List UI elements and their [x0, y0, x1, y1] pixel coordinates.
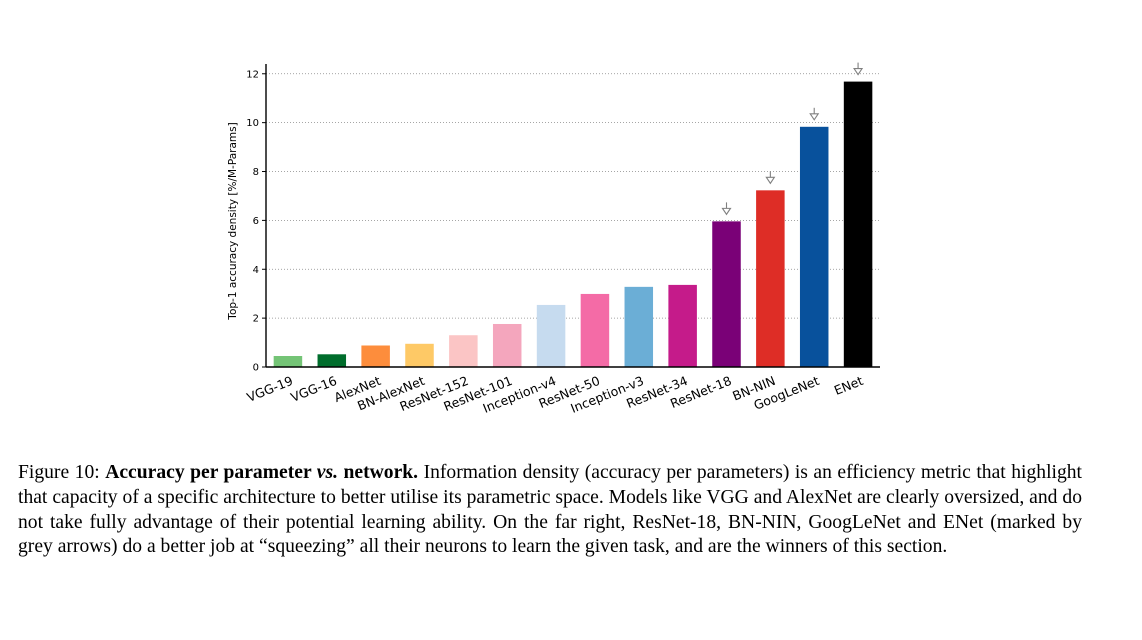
bars	[273, 81, 873, 367]
arrow-head	[765, 176, 776, 185]
bar-enet	[843, 81, 873, 367]
bar-vgg-19	[273, 356, 303, 367]
y-tick-label: 8	[253, 167, 259, 178]
bar-resnet-18	[712, 221, 741, 367]
bar-bn-nin	[756, 190, 785, 367]
bar-resnet-152	[449, 335, 478, 367]
y-tick-label: 4	[253, 265, 259, 276]
bar-resnet-34	[668, 284, 697, 367]
y-axis-label: Top-1 accuracy density [%/M-Params]	[227, 122, 239, 320]
arrow-head	[809, 113, 820, 121]
bar-googlenet	[799, 126, 829, 367]
y-tick-labels: 0 2 4 6 8 10 12	[246, 69, 259, 373]
y-tick-label: 0	[253, 363, 259, 374]
axes	[262, 64, 880, 368]
grid-lines	[266, 73, 880, 319]
arrow-head	[721, 207, 732, 216]
y-tick-label: 10	[246, 118, 259, 129]
caption-body: Information density (accuracy per parame…	[18, 462, 1082, 558]
arrow-head	[853, 68, 864, 76]
down-arrow-icon	[809, 107, 820, 121]
figure-caption: Figure 10: Accuracy per parameter vs. ne…	[18, 461, 1082, 560]
arrow-markers	[721, 62, 864, 216]
x-tick-labels: VGG-19VGG-16AlexNetBN-AlexNetResNet-152R…	[245, 373, 866, 416]
y-tick-label: 12	[246, 69, 259, 80]
bar-inception-v3	[624, 286, 654, 367]
caption-title: Accuracy per parameter vs. network.	[105, 462, 419, 483]
x-tick-label: VGG-19	[245, 373, 295, 405]
bar-alexnet	[361, 345, 390, 367]
down-arrow-icon	[721, 202, 732, 216]
bar-bn-alexnet	[405, 343, 434, 367]
bar-inception-v4	[536, 304, 566, 367]
bar-resnet-101	[492, 323, 522, 367]
bar-vgg-16	[317, 354, 347, 367]
y-tick-label: 6	[253, 216, 259, 227]
down-arrow-icon	[853, 62, 864, 76]
y-tick-label: 2	[253, 314, 259, 325]
bar-resnet-50	[580, 293, 610, 367]
figure-label: Figure 10:	[18, 462, 100, 483]
bar-chart: 0 2 4 6 8 10 12 VGG-19VGG-16AlexNetBN-AlexNetR…	[227, 62, 880, 416]
x-tick-label: VGG-16	[288, 373, 338, 405]
x-tick-label: ENet	[832, 373, 865, 398]
down-arrow-icon	[765, 171, 776, 185]
